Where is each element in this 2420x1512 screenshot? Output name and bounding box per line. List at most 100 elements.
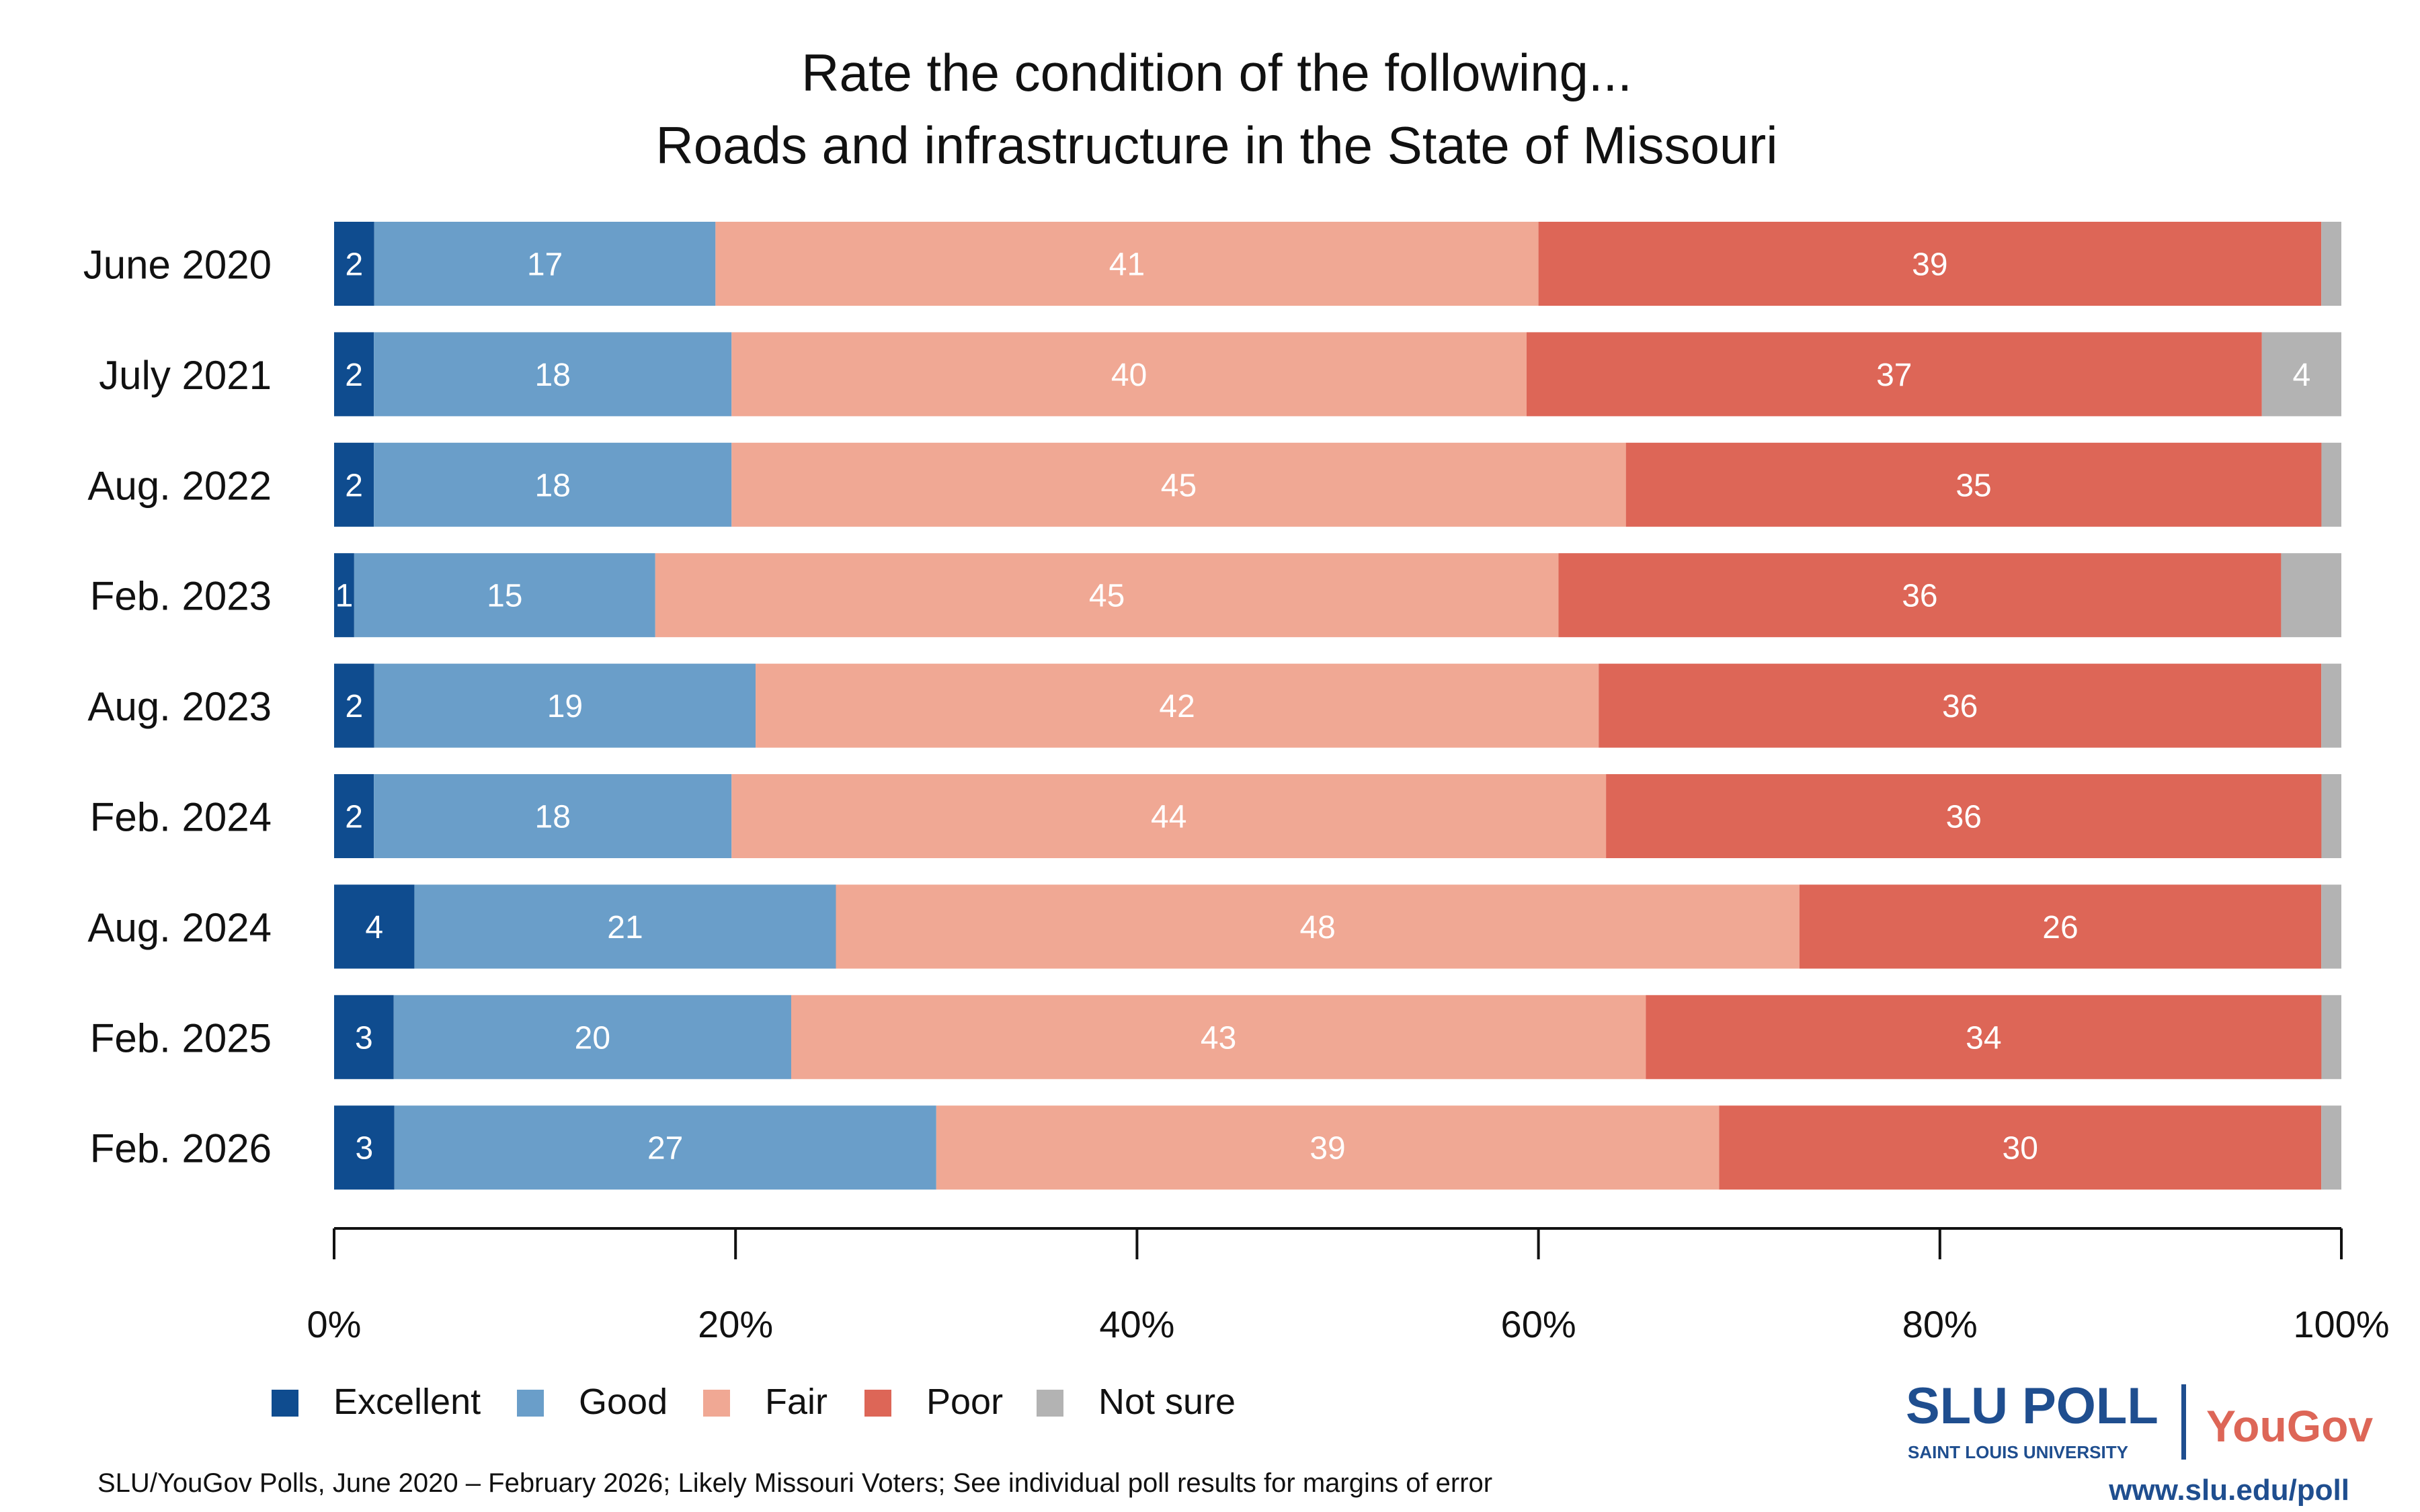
legend: Excellent Good Fair Poor Not sure — [272, 1382, 1236, 1422]
data-label: 39 — [1309, 1131, 1345, 1167]
data-label: 19 — [547, 689, 583, 724]
data-label: 2 — [346, 689, 364, 724]
data-label: 36 — [1946, 800, 1982, 835]
data-label: 4 — [2293, 358, 2311, 393]
data-label: 44 — [1151, 800, 1186, 835]
bar-segment-fair — [936, 1105, 1720, 1190]
category-label: Feb. 2026 — [90, 1126, 272, 1171]
data-label: 4 — [365, 910, 383, 946]
category-label: Aug. 2024 — [87, 905, 272, 950]
bar-segment-not-sure — [2321, 1105, 2341, 1190]
x-axis: 0% 20% 40% 60% 80% 100% — [307, 1227, 2390, 1345]
bar-segment-fair — [731, 332, 1527, 417]
bar-segment-excellent — [334, 442, 374, 527]
bar-segment-poor — [1538, 222, 2322, 306]
data-label: 27 — [647, 1131, 683, 1167]
bar-segment-fair — [756, 663, 1599, 748]
bar-segment-good — [394, 1105, 936, 1190]
data-label: 20 — [575, 1020, 610, 1056]
legend-swatch — [864, 1390, 891, 1417]
bar-segment-good — [374, 222, 716, 306]
data-label: 36 — [1942, 689, 1978, 724]
slu-logo-subtext: SAINT LOUIS UNIVERSITY — [1908, 1442, 2128, 1462]
legend-label: Not sure — [1098, 1382, 1236, 1422]
data-label: 45 — [1089, 579, 1125, 614]
bar-segment-excellent — [334, 553, 354, 638]
data-label: 39 — [1912, 247, 1947, 283]
bar-segment-fair — [791, 995, 1646, 1079]
footer-source: SLU/YouGov Polls, June 2020 – February 2… — [97, 1468, 1492, 1498]
category-label: Feb. 2023 — [90, 574, 272, 619]
bar-segment-poor — [1526, 332, 2262, 417]
data-label: 17 — [527, 247, 563, 283]
bar-segment-fair — [731, 442, 1626, 527]
data-label: 40 — [1111, 358, 1147, 393]
data-label: 15 — [487, 579, 522, 614]
bar-segment-excellent — [334, 663, 374, 748]
data-label: 2 — [345, 358, 363, 393]
data-label: 21 — [607, 910, 643, 946]
data-label: 41 — [1109, 247, 1145, 283]
data-label: 26 — [2042, 910, 2078, 946]
data-label: 37 — [1876, 358, 1912, 393]
bar-segment-fair — [836, 884, 1800, 969]
data-label: 3 — [355, 1131, 373, 1167]
data-label: 48 — [1299, 910, 1335, 946]
legend-label: Fair — [765, 1382, 828, 1422]
x-tick-label: 40% — [1099, 1303, 1174, 1345]
category-label: June 2020 — [83, 243, 272, 288]
data-label: 43 — [1201, 1020, 1236, 1056]
bar-segment-good — [374, 663, 756, 748]
bar-segment-not-sure — [2261, 332, 2341, 417]
data-label: 2 — [345, 800, 363, 835]
legend-swatch — [703, 1390, 730, 1417]
category-label: Aug. 2023 — [87, 684, 272, 729]
category-label: July 2021 — [99, 353, 272, 398]
bars-group: June 2020 2 17 41 39 July 2021 2 18 40 37 4 Aug. 20… — [83, 222, 2341, 1190]
bar-segment-not-sure — [2321, 222, 2341, 306]
bar-segment-not-sure — [2321, 884, 2341, 969]
bar-segment-excellent — [334, 1105, 395, 1190]
data-label: 45 — [1161, 468, 1197, 503]
data-label: 42 — [1159, 689, 1195, 724]
legend-label: Poor — [926, 1382, 1003, 1422]
legend-swatch — [517, 1390, 544, 1417]
bar-segment-good — [393, 995, 791, 1079]
bar-segment-poor — [1625, 442, 2322, 527]
bar-segment-poor — [1799, 884, 2322, 969]
legend-label: Excellent — [333, 1382, 481, 1422]
x-tick-label: 80% — [1902, 1303, 1978, 1345]
bar-segment-not-sure — [2321, 995, 2341, 1079]
bar-segment-excellent — [334, 884, 415, 969]
data-label: 18 — [535, 800, 571, 835]
data-label: 34 — [1966, 1020, 2001, 1056]
data-label: 3 — [355, 1020, 373, 1056]
x-tick-label: 0% — [307, 1303, 362, 1345]
bar-segment-excellent — [334, 222, 374, 306]
bar-segment-poor — [1719, 1105, 2322, 1190]
chart-subtitle: Roads and infrastructure in the State of… — [655, 116, 1777, 175]
bar-segment-excellent — [334, 332, 374, 417]
data-label: 30 — [2003, 1131, 2038, 1167]
bar-segment-not-sure — [2321, 442, 2341, 527]
data-label: 36 — [1902, 579, 1937, 614]
bar-segment-good — [354, 553, 655, 638]
category-label: Aug. 2022 — [87, 463, 272, 508]
bar-segment-good — [374, 442, 732, 527]
data-label: 18 — [535, 358, 571, 393]
category-label: Feb. 2025 — [90, 1015, 272, 1060]
data-label: 2 — [346, 247, 364, 283]
bar-segment-good — [374, 774, 732, 858]
bar-segment-poor — [1606, 774, 2322, 858]
category-label: Feb. 2024 — [90, 795, 272, 840]
bar-segment-not-sure — [2281, 553, 2341, 638]
bar-segment-poor — [1599, 663, 2322, 748]
chart-title: Rate the condition of the following... — [801, 43, 1632, 102]
bar-segment-excellent — [334, 774, 374, 858]
yougov-logo-text: YouGov — [2206, 1401, 2373, 1451]
legend-swatch — [1037, 1390, 1063, 1417]
bar-segment-poor — [1558, 553, 2282, 638]
logo-url: www.slu.edu/poll — [2108, 1474, 2349, 1507]
bar-segment-good — [414, 884, 836, 969]
